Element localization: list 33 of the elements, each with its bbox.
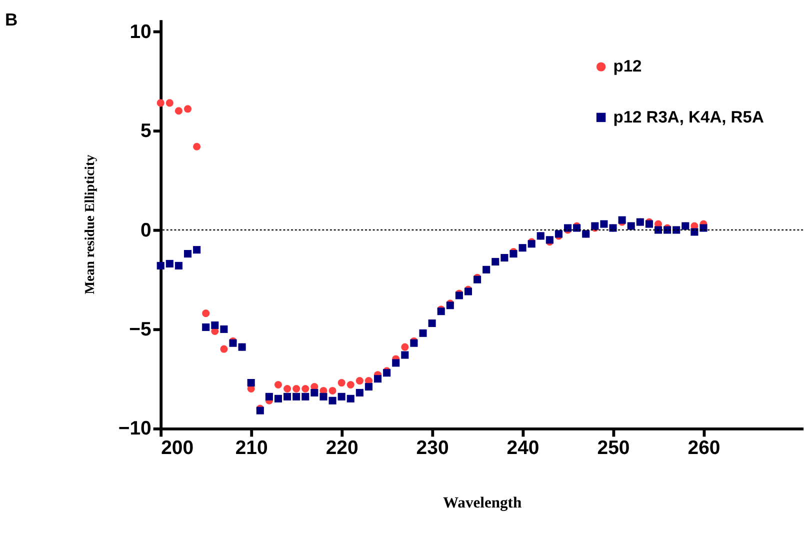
y-tick-label: −10	[118, 418, 152, 440]
y-tick-label: 0	[140, 219, 152, 242]
point	[202, 310, 210, 318]
text: B	[4, 9, 18, 30]
point	[302, 384, 310, 392]
y-tick-label: −5	[129, 318, 152, 341]
y-tick-label: 10	[130, 20, 152, 43]
point	[356, 377, 364, 385]
y-axis-title: Mean residue Ellipticity	[82, 154, 97, 294]
point	[346, 380, 354, 389]
point	[220, 345, 228, 353]
point	[274, 380, 282, 389]
legend-label: p12	[613, 56, 642, 76]
point	[328, 386, 336, 394]
x-tick-label: 230	[416, 437, 449, 460]
point	[184, 105, 192, 113]
point	[166, 99, 174, 107]
x-tick-label: 250	[597, 437, 630, 460]
point	[193, 142, 201, 150]
x-tick-label: 260	[688, 437, 720, 460]
x-tick-label: 220	[326, 437, 358, 460]
point	[338, 379, 346, 387]
point	[156, 99, 164, 107]
y-tick-label: 5	[140, 120, 152, 142]
x-axis-title: Wavelength	[442, 494, 522, 512]
x-tick-label: 210	[235, 437, 268, 460]
point	[284, 384, 292, 392]
x-tick-label: 200	[161, 437, 194, 460]
point	[174, 107, 182, 115]
point	[401, 343, 409, 351]
x-tick-label: 240	[506, 437, 540, 460]
legend-label: p12 R3A, K4A, R5A	[613, 107, 764, 126]
point	[292, 384, 300, 392]
